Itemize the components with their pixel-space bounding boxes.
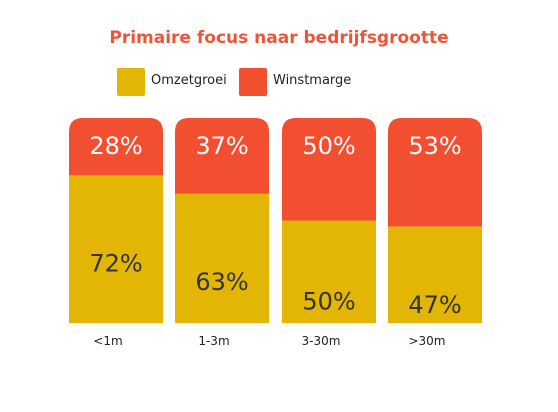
bar-winstmarge-4 [388, 118, 482, 227]
x-tick-label-2: 1-3m [198, 334, 229, 348]
bar-omzetgroei-2 [175, 193, 269, 323]
x-tick-label-3: 3-30m [302, 334, 341, 348]
chart-title: Primaire focus naar bedrijfsgrootte [109, 28, 449, 48]
legend-label-omzetgroei: Omzetgroei [151, 73, 227, 88]
data-label-omzetgroei-4: 47% [408, 291, 461, 319]
data-label-winstmarge-1: 28% [89, 132, 142, 160]
bar-winstmarge-1 [69, 118, 163, 176]
legend-label-winstmarge: Winstmarge [273, 73, 352, 88]
data-label-winstmarge-4: 53% [408, 132, 461, 160]
legend-swatch-omzetgroei [117, 68, 145, 96]
data-label-omzetgroei-3: 50% [302, 288, 355, 316]
bar-omzetgroei-1 [69, 175, 163, 323]
data-label-winstmarge-2: 37% [195, 132, 248, 160]
bar-winstmarge-2 [175, 118, 269, 194]
x-tick-label-1: <1m [93, 334, 122, 348]
x-tick-label-4: >30m [408, 334, 445, 348]
data-label-omzetgroei-2: 63% [195, 268, 248, 296]
bar-omzetgroei-3 [282, 220, 376, 323]
bar-winstmarge-3 [282, 118, 376, 221]
legend-swatch-winstmarge [239, 68, 267, 96]
bar-omzetgroei-4 [388, 226, 482, 323]
legend: Omzetgroei Winstmarge [0, 68, 558, 96]
data-label-winstmarge-3: 50% [302, 132, 355, 160]
data-label-omzetgroei-1: 72% [89, 249, 142, 277]
